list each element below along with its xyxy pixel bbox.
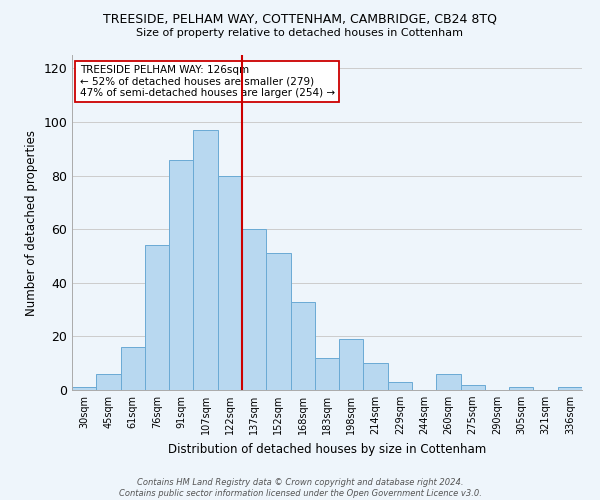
Y-axis label: Number of detached properties: Number of detached properties [25,130,38,316]
Text: TREESIDE, PELHAM WAY, COTTENHAM, CAMBRIDGE, CB24 8TQ: TREESIDE, PELHAM WAY, COTTENHAM, CAMBRID… [103,12,497,26]
Bar [266,254,290,390]
Text: Contains HM Land Registry data © Crown copyright and database right 2024.
Contai: Contains HM Land Registry data © Crown c… [119,478,481,498]
Bar [339,339,364,390]
Bar [169,160,193,390]
Bar [121,347,145,390]
X-axis label: Distribution of detached houses by size in Cottenham: Distribution of detached houses by size … [168,442,486,456]
Text: TREESIDE PELHAM WAY: 126sqm
← 52% of detached houses are smaller (279)
47% of se: TREESIDE PELHAM WAY: 126sqm ← 52% of det… [80,65,335,98]
Bar [218,176,242,390]
Bar [436,374,461,390]
Bar [193,130,218,390]
Bar [315,358,339,390]
Bar [145,246,169,390]
Bar [72,388,96,390]
Bar [290,302,315,390]
Bar [509,388,533,390]
Bar [461,384,485,390]
Bar [558,388,582,390]
Bar [242,229,266,390]
Text: Size of property relative to detached houses in Cottenham: Size of property relative to detached ho… [137,28,464,38]
Bar [96,374,121,390]
Bar [388,382,412,390]
Bar [364,363,388,390]
